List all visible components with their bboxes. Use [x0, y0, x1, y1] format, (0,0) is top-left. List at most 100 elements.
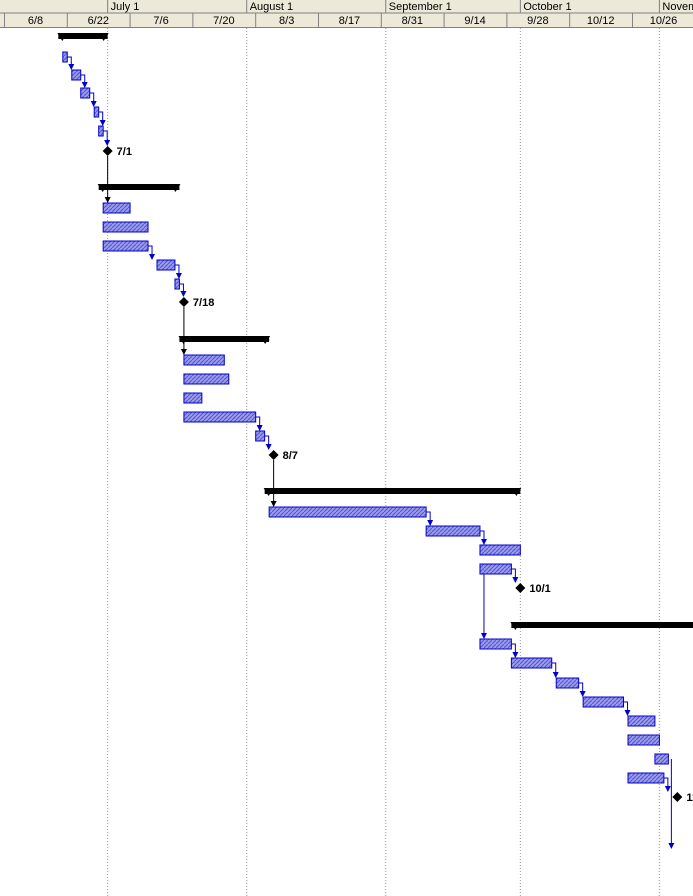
milestone: 7/1 — [102, 146, 132, 158]
milestone-label: 8/7 — [283, 450, 298, 462]
dependency-link — [98, 111, 106, 126]
milestone: 11/5 — [672, 792, 693, 804]
milestone-label: 7/18 — [193, 297, 214, 309]
week-label: 10/26 — [650, 15, 678, 27]
task-bar — [627, 772, 665, 784]
task-bar — [183, 411, 257, 423]
month-label: November 1 — [662, 1, 693, 13]
milestone-diamond-icon — [672, 792, 683, 802]
summary-bar-body — [179, 336, 270, 342]
dependency-link — [174, 264, 182, 279]
task-bar — [80, 87, 91, 99]
summary-bar-start-cap — [510, 622, 521, 630]
dependency-link — [255, 416, 263, 431]
dependency-link — [179, 283, 187, 297]
task-bar — [555, 677, 580, 689]
summary-bar-start-cap — [97, 184, 108, 192]
month-label: October 1 — [523, 1, 571, 13]
summary-bar-start-cap — [178, 336, 189, 344]
week-label: 9/14 — [464, 15, 485, 27]
milestone-diamond-icon — [102, 146, 113, 156]
summary-bar-start-cap — [57, 33, 68, 41]
summary-bar — [57, 33, 109, 41]
summary-bar — [263, 488, 522, 496]
dependency-link — [426, 511, 434, 526]
task-bars — [62, 51, 669, 784]
task-bar — [582, 696, 625, 708]
milestone-label: 7/1 — [117, 146, 132, 158]
milestone-diamond-icon — [515, 583, 526, 593]
summary-bar-end-cap — [98, 33, 109, 41]
week-label: 6/8 — [28, 15, 43, 27]
task-bar — [479, 544, 521, 556]
week-label: 6/22 — [88, 15, 109, 27]
summary-bars — [57, 33, 693, 630]
summary-bar-end-cap — [260, 336, 271, 344]
dependency-link — [663, 777, 671, 792]
dependency-link — [80, 74, 88, 88]
summary-bar-body — [58, 33, 108, 39]
summary-bar — [178, 336, 271, 344]
timescale-header: July 1 August 1 September 1 October 1 Novemb… — [0, 0, 693, 28]
week-label: 9/28 — [527, 15, 548, 27]
task-bar — [183, 354, 225, 366]
summary-bar-start-cap — [263, 488, 274, 496]
milestone: 7/18 — [178, 297, 214, 309]
summary-bar-body — [98, 184, 180, 190]
milestone: 8/7 — [268, 450, 298, 462]
summary-bar — [510, 622, 693, 630]
task-bar — [102, 221, 149, 233]
dependency-link — [148, 245, 156, 260]
week-label: 8/17 — [339, 15, 360, 27]
month-label: September 1 — [389, 1, 452, 13]
task-bar — [510, 657, 553, 669]
week-label: 8/3 — [279, 15, 294, 27]
task-bar — [627, 715, 656, 727]
week-label: 7/20 — [213, 15, 234, 27]
month-label: July 1 — [111, 1, 140, 13]
task-bar — [255, 430, 266, 442]
dependency-link — [479, 530, 487, 545]
task-bar — [156, 259, 176, 271]
milestone-diamond-icon — [268, 450, 279, 460]
task-bar — [183, 392, 203, 404]
summary-bar-end-cap — [170, 184, 181, 192]
dependency-link — [511, 568, 519, 583]
summary-bar-body — [511, 622, 693, 628]
milestone-label: 11/5 — [686, 792, 693, 804]
milestone-diamond-icon — [178, 297, 189, 307]
timescale-background — [0, 0, 693, 28]
dependency-link — [578, 682, 586, 697]
task-bar — [71, 69, 82, 81]
dependency-link — [551, 662, 559, 678]
summary-bar — [97, 184, 181, 192]
dependency-link — [103, 130, 111, 146]
gridlines — [107, 28, 660, 896]
week-label: 10/12 — [587, 15, 615, 27]
task-bar — [479, 563, 512, 575]
dependency-link — [67, 56, 75, 70]
dependency-links — [67, 56, 675, 849]
task-bar — [425, 525, 481, 537]
task-bar — [627, 734, 660, 746]
dependency-link — [623, 701, 631, 716]
milestone: 10/1 — [515, 583, 551, 595]
task-bar — [102, 240, 149, 252]
task-bar — [93, 106, 100, 118]
milestones: 7/17/188/710/111/511/12 — [102, 146, 693, 804]
task-bar — [98, 125, 104, 137]
week-label: 8/31 — [402, 15, 423, 27]
summary-bar-body — [264, 488, 521, 494]
task-bar — [62, 51, 68, 63]
dependency-link — [511, 643, 519, 658]
dependency-link — [264, 435, 272, 450]
milestone-label: 10/1 — [529, 583, 550, 595]
summary-bar-end-cap — [511, 488, 522, 496]
task-bar — [102, 202, 131, 214]
month-label: August 1 — [250, 1, 293, 13]
task-bar — [174, 278, 180, 290]
task-bar — [654, 753, 669, 765]
task-bar — [479, 638, 512, 650]
